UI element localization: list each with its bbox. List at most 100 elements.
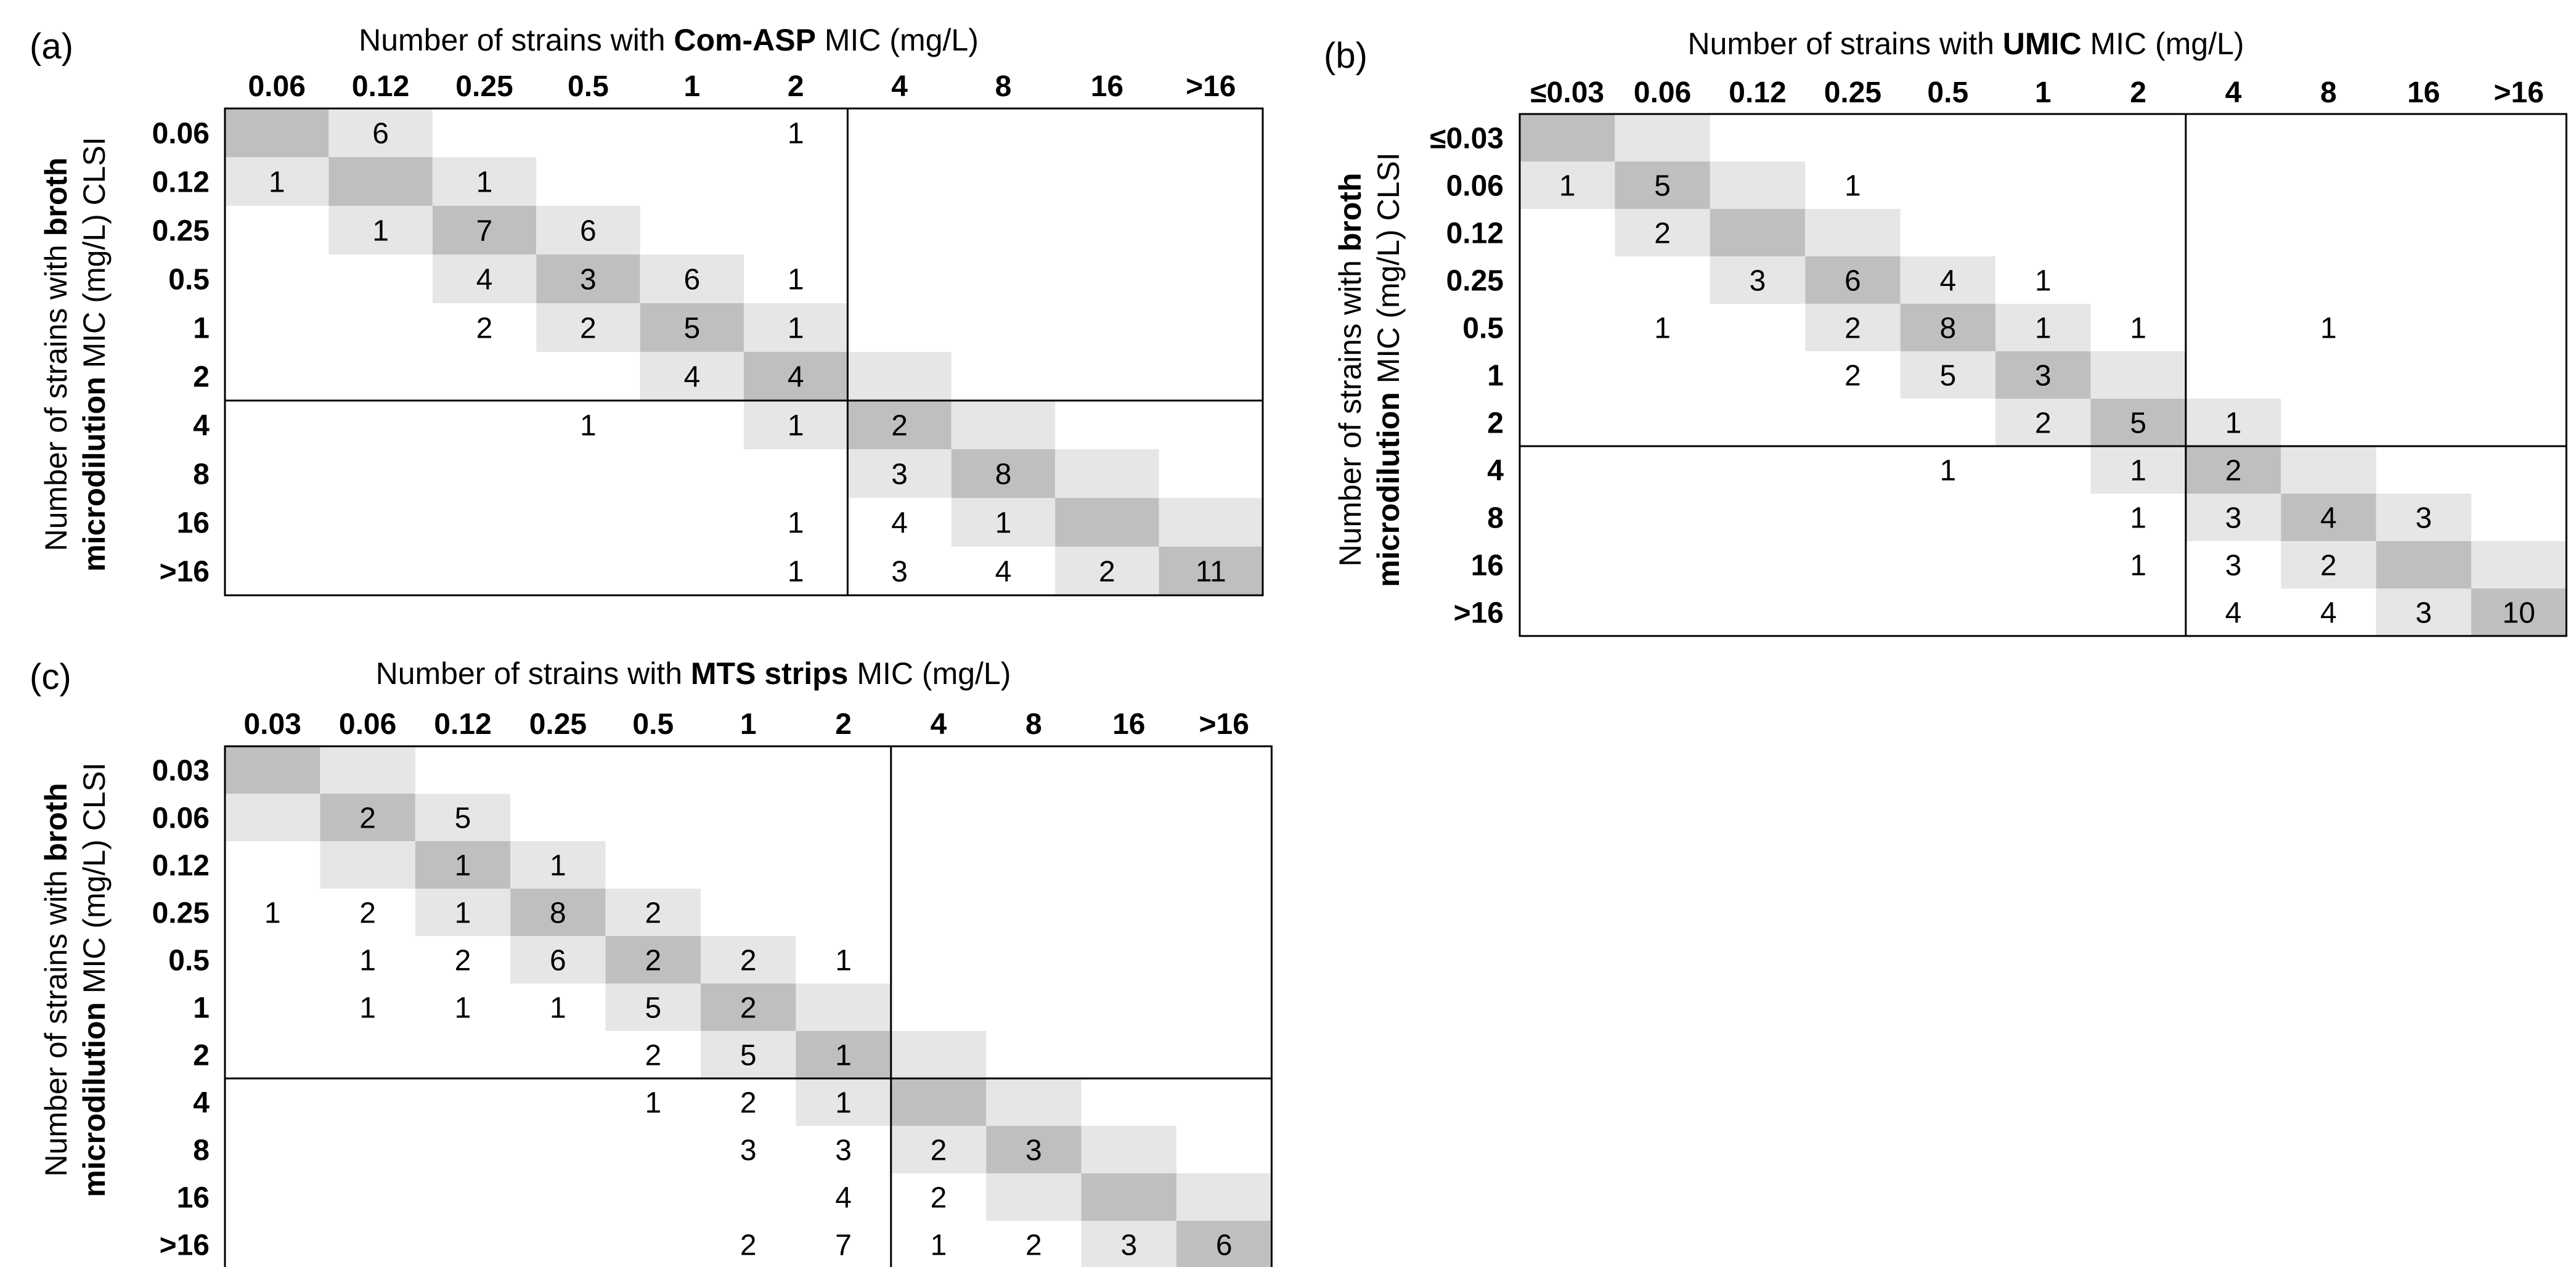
near-diagonal-cell [1081, 1221, 1176, 1267]
y-tick-label: 0.25 [152, 897, 210, 930]
cell-value: 3 [1120, 1229, 1137, 1262]
y-tick-label: 2 [1487, 407, 1504, 440]
near-diagonal-cell [536, 303, 640, 352]
cell-value: 1 [455, 897, 471, 930]
near-diagonal-cell [640, 255, 744, 303]
y-tick-label: 1 [1487, 360, 1504, 393]
x-tick-label: ≤0.03 [1530, 76, 1604, 109]
x-title-method: Com-ASP [674, 23, 816, 57]
chart-panel-c: (c) Number of strains with MTS strips MIC… [30, 656, 1273, 1267]
cell-value: 5 [2130, 407, 2146, 440]
grid-border [1518, 113, 2567, 637]
cell-value: 2 [740, 945, 757, 977]
near-diagonal-cell [2376, 494, 2471, 541]
cell-value: 4 [2320, 597, 2337, 630]
near-diagonal-cell [225, 794, 320, 841]
near-diagonal-cell [1520, 161, 1615, 209]
diagonal-cell [1176, 1221, 1272, 1267]
y-tick-label: 16 [177, 1182, 210, 1215]
diagonal-cell [510, 889, 606, 936]
y-axis-title-line1: Number of strains with broth [39, 783, 73, 1176]
panel-label: (a) [30, 26, 73, 67]
cell-value: 1 [550, 992, 566, 1025]
cell-value: 1 [2130, 502, 2146, 535]
x-tick-label: 0.06 [339, 708, 396, 741]
cell-value: 4 [995, 556, 1012, 589]
panel-label: (c) [30, 657, 71, 697]
cell-value: 2 [359, 802, 376, 835]
cell-value: 1 [788, 410, 804, 442]
near-diagonal-cell [1710, 256, 1806, 304]
cell-value: 3 [2225, 550, 2242, 582]
near-diagonal-cell [320, 841, 415, 889]
x-tick-label: 1 [2035, 76, 2052, 109]
near-diagonal-cell [986, 1173, 1082, 1221]
cell-value: 1 [995, 507, 1012, 540]
y-tick-label: 8 [1487, 502, 1504, 535]
x-tick-label: 2 [2130, 76, 2146, 109]
x-tick-label: 0.12 [352, 70, 409, 103]
y-tick-label: >16 [160, 556, 210, 589]
x-title-suffix: MIC (mg/L) [2082, 26, 2244, 61]
y-title-bold: microdilution [77, 1002, 112, 1197]
diagonal-cell [986, 1126, 1082, 1173]
x-tick-label: 1 [683, 70, 700, 103]
cell-value: 1 [359, 992, 376, 1025]
cell-value: 1 [788, 507, 804, 540]
x-tick-label: >16 [1186, 70, 1236, 103]
y-title-text: Number of strains with [1333, 251, 1367, 566]
cell-value: 2 [476, 312, 493, 345]
cell-value: 2 [645, 945, 661, 977]
y-tick-label: 0.5 [1462, 312, 1504, 345]
cell-value: 1 [788, 264, 804, 296]
y-tick-label: >16 [1454, 597, 1504, 630]
cell-value: 1 [788, 118, 804, 150]
y-tick-label: 0.03 [152, 755, 210, 788]
x-tick-label: >16 [1199, 708, 1249, 741]
y-title-bold: broth [1333, 173, 1367, 251]
cell-value: 1 [1939, 455, 1956, 487]
near-diagonal-cell [2471, 541, 2567, 589]
x-tick-label: 4 [2225, 76, 2242, 109]
cell-value: 7 [476, 215, 493, 248]
chart-panel-b: (b) Number of strains with UMIC MIC (mg/L… [1324, 26, 2567, 637]
cell-value: 1 [580, 410, 597, 442]
y-axis-title-line1: Number of strains with broth [39, 157, 73, 551]
cell-value: 4 [788, 361, 804, 394]
cell-value: 2 [1654, 218, 1671, 250]
grid-border [224, 745, 1273, 1267]
y-title-text: MIC (mg/L) CLSI [77, 137, 112, 377]
cell-value: 1 [835, 1087, 852, 1120]
near-diagonal-cell [328, 108, 433, 157]
cell-value: 8 [995, 458, 1012, 491]
cell-value: 1 [645, 1087, 661, 1120]
cell-value: 2 [931, 1182, 947, 1215]
cell-value: 3 [2035, 360, 2052, 393]
y-tick-label: 4 [1487, 455, 1504, 487]
x-axis-title: Number of strains with MTS strips MIC (m… [376, 656, 1011, 691]
x-tick-label: 0.03 [243, 708, 301, 741]
near-diagonal-cell [1995, 399, 2091, 446]
near-diagonal-cell [2281, 541, 2376, 589]
cell-value: 5 [1939, 360, 1956, 393]
diagonal-cell [640, 303, 744, 352]
cell-value: 1 [2130, 455, 2146, 487]
cell-value: 8 [550, 897, 566, 930]
cell-value: 7 [835, 1229, 852, 1262]
cell-value: 1 [476, 166, 493, 199]
y-axis-title-line2: microdilution MIC (mg/L) CLSI [77, 137, 112, 572]
near-diagonal-cell [640, 352, 744, 401]
diagonal-cell [1081, 1173, 1176, 1221]
cell-value: 1 [788, 312, 804, 345]
cell-value: 2 [1025, 1229, 1042, 1262]
x-tick-label: 0.06 [248, 70, 305, 103]
near-diagonal-cell [1805, 209, 1901, 256]
diagonal-cell [891, 1078, 987, 1126]
near-diagonal-cell [2090, 351, 2186, 399]
y-axis-title-line2: microdilution MIC (mg/L) CLSI [1371, 152, 1406, 587]
y-title-text: Number of strains with [39, 862, 73, 1176]
x-tick-label: >16 [2493, 76, 2543, 109]
near-diagonal-cell [1615, 209, 1710, 256]
near-diagonal-cell [951, 401, 1056, 449]
